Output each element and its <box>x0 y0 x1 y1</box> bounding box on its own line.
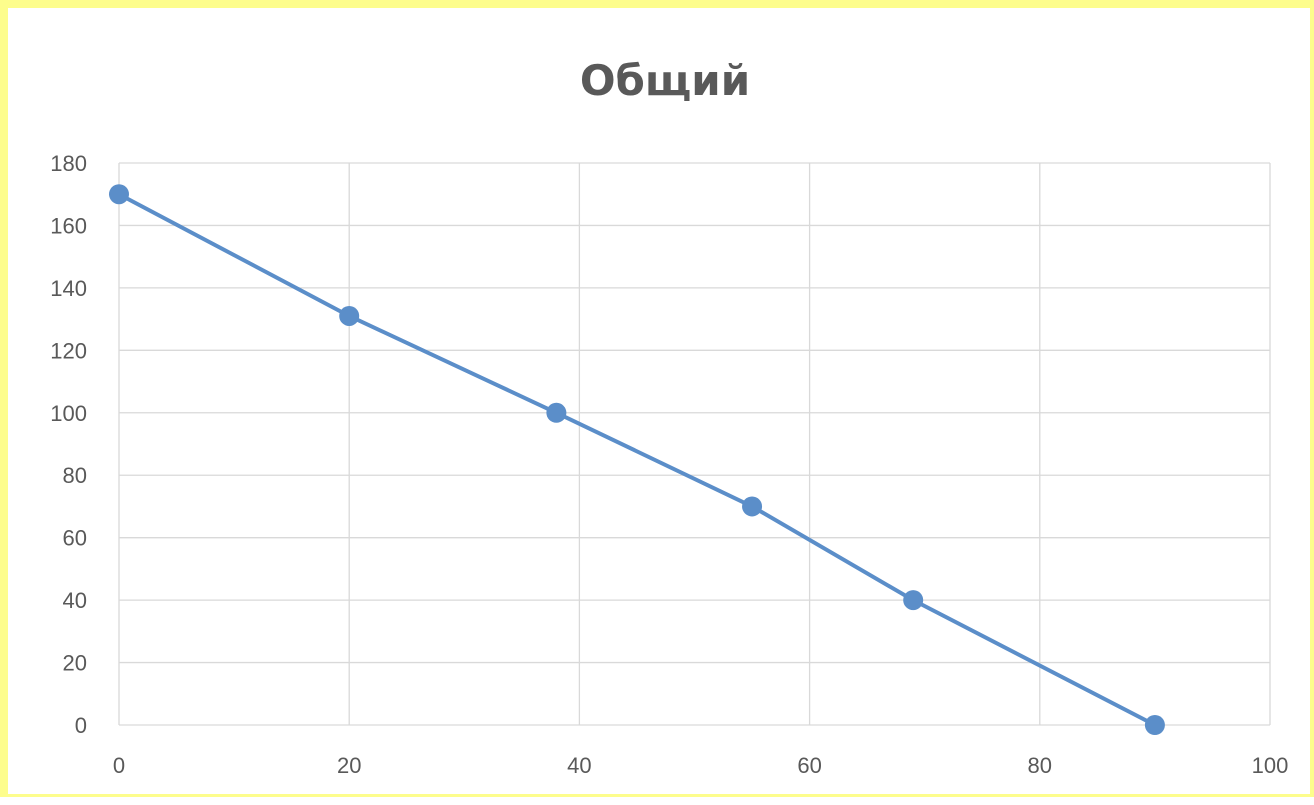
data-point <box>339 305 360 326</box>
data-point <box>1144 715 1165 735</box>
y-tick-label: 120 <box>50 338 87 363</box>
y-tick-label: 80 <box>63 463 87 488</box>
x-tick-label: 0 <box>113 753 125 778</box>
series-line <box>118 192 1156 727</box>
x-tick-label: 80 <box>1028 753 1052 778</box>
y-axis-ticks: 0 20 40 60 80 100 120 140 160 180 <box>50 151 87 738</box>
y-tick-label: 160 <box>50 213 87 238</box>
chart-plot: 0 20 40 60 80 100 120 140 160 180 0 20 40 60 80 100 <box>50 151 1288 778</box>
x-axis-ticks: 0 20 40 60 80 100 <box>113 753 1288 778</box>
data-point <box>546 402 567 423</box>
data-point <box>742 496 763 517</box>
x-tick-label: 100 <box>1252 753 1289 778</box>
y-tick-label: 40 <box>63 588 87 613</box>
data-point <box>903 590 924 611</box>
data-point <box>109 184 129 205</box>
y-tick-label: 0 <box>75 713 87 738</box>
x-tick-label: 20 <box>337 753 361 778</box>
y-tick-label: 180 <box>50 151 87 176</box>
series-group <box>109 184 1165 735</box>
y-tick-label: 140 <box>50 276 87 301</box>
chart-title: Общий <box>579 56 751 105</box>
y-tick-label: 100 <box>50 401 87 426</box>
x-tick-label: 40 <box>567 753 591 778</box>
y-tick-label: 60 <box>63 526 87 551</box>
y-tick-label: 20 <box>63 651 87 676</box>
gridlines <box>118 162 1271 726</box>
x-tick-label: 60 <box>797 753 821 778</box>
